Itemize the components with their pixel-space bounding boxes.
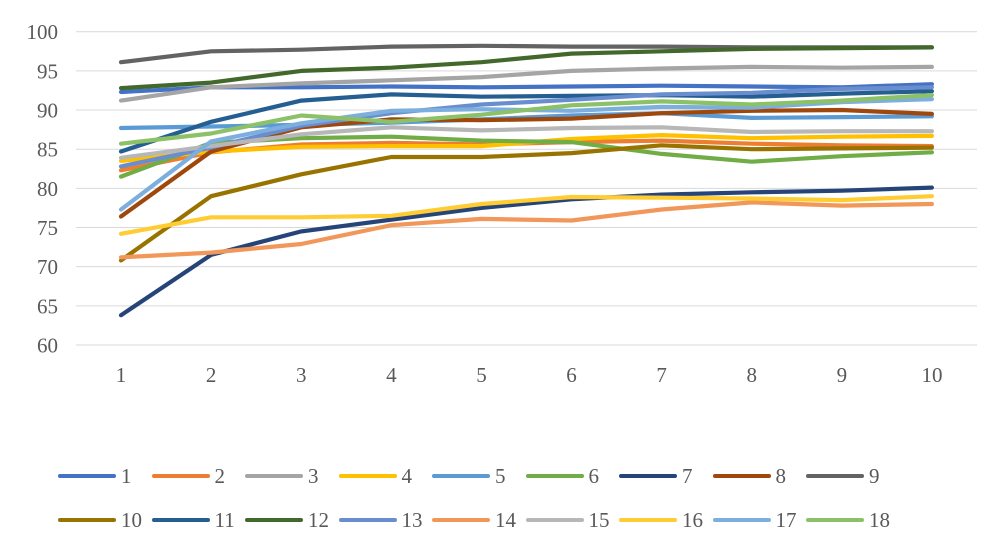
x-axis-label: 2	[206, 363, 217, 387]
series-line-16	[118, 194, 935, 236]
x-axis-label: 1	[116, 363, 127, 387]
series-line-13	[118, 85, 935, 169]
y-axis-label: 70	[37, 255, 58, 279]
x-axis-label: 10	[921, 363, 942, 387]
y-axis-label: 85	[37, 138, 58, 162]
series-line-15	[118, 125, 935, 160]
series-line-11	[118, 89, 935, 154]
series-line-18	[118, 92, 935, 146]
x-axis-label: 6	[566, 363, 577, 387]
y-axis-label: 100	[27, 20, 59, 44]
series-line-3	[118, 64, 935, 103]
x-axis-label: 4	[386, 363, 397, 387]
series-line-12	[118, 45, 935, 91]
y-axis-label: 75	[37, 216, 58, 240]
y-axis-label: 90	[37, 99, 58, 123]
y-axis-label: 65	[37, 294, 58, 318]
x-axis-label: 5	[476, 363, 487, 387]
series-line-7	[118, 185, 935, 318]
x-axis-label: 7	[656, 363, 667, 387]
x-axis-label: 3	[296, 363, 307, 387]
y-axis-label: 60	[37, 334, 58, 358]
y-axis-label: 80	[37, 177, 58, 201]
series-line-10	[118, 143, 935, 263]
y-axis-label: 95	[37, 59, 58, 83]
x-axis-label: 8	[747, 363, 758, 387]
x-axis-label: 9	[837, 363, 848, 387]
series-line-14	[118, 200, 935, 260]
